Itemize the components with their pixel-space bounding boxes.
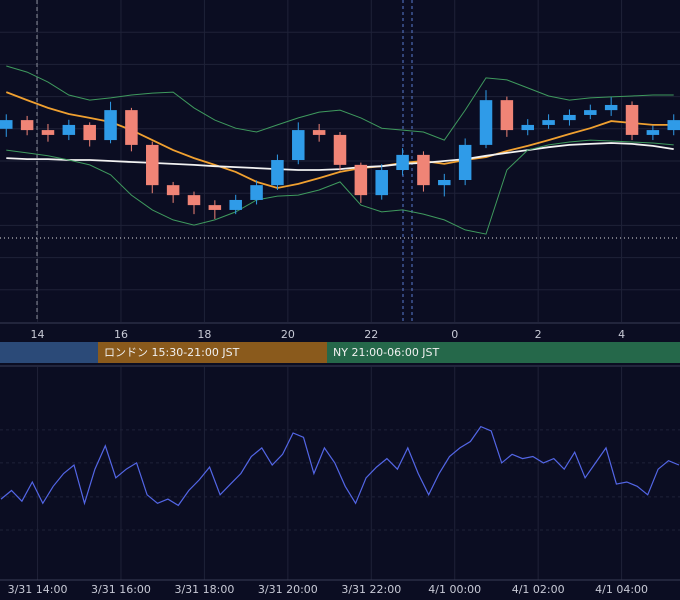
x-tick-label: 3/31 18:00: [174, 583, 234, 596]
x-tick-label: 3/31 20:00: [258, 583, 318, 596]
indicator-line: [0, 425, 680, 507]
candle-body: [625, 104, 639, 135]
x-tick-label: 20: [281, 328, 295, 341]
x-tick-label: 16: [114, 328, 128, 341]
candle-body: [187, 195, 201, 206]
candle-body: [438, 179, 451, 186]
x-tick-label: 4/1 00:00: [428, 583, 481, 596]
candle-body: [0, 120, 13, 129]
session-label: NY 21:00-06:00 JST: [333, 346, 440, 359]
candle-body: [584, 110, 597, 115]
session-label: ロンドン 15:30-21:00 JST: [104, 346, 240, 359]
candle-body: [375, 170, 388, 196]
x-tick-label: 4/1 02:00: [512, 583, 565, 596]
candle-body: [354, 164, 368, 196]
x-tick-label: 2: [535, 328, 542, 341]
x-tick-label: 14: [31, 328, 45, 341]
session-bar: [0, 342, 98, 363]
x-tick-label: 18: [197, 328, 211, 341]
candle-body: [229, 199, 242, 210]
marks: [0, 65, 680, 507]
candle-body: [333, 134, 347, 165]
x-tick-label: 4/1 04:00: [595, 583, 648, 596]
candle-body: [292, 130, 305, 161]
candle-body: [521, 124, 534, 131]
x-tick-label: 3/31 16:00: [91, 583, 151, 596]
candle-body: [667, 120, 680, 131]
candle-body: [62, 124, 76, 135]
indicator-line: [6, 139, 674, 235]
candle-body: [250, 185, 263, 200]
candle-body: [146, 144, 159, 186]
indicator-line: [5, 91, 674, 189]
candle-body: [396, 154, 409, 171]
candle-body: [604, 104, 618, 111]
x-tick-label: 4: [618, 328, 625, 341]
candle-body: [208, 205, 222, 210]
session-bar: [98, 342, 327, 363]
candle-body: [125, 110, 138, 145]
candle-body: [479, 100, 493, 145]
session-bars: ロンドン 15:30-21:00 JST NY 21:00-06:00 JST: [98, 342, 680, 363]
candle-body: [41, 130, 55, 135]
candle-body: [417, 154, 430, 186]
x-tick-label: 22: [364, 328, 378, 341]
candle-body: [83, 124, 96, 141]
candle-body: [104, 110, 117, 141]
candle-body: [271, 160, 284, 186]
candle-body: [312, 130, 326, 135]
candle-body: [20, 120, 34, 131]
candle-body: [646, 130, 660, 135]
candle-body: [500, 100, 514, 131]
candle-body: [166, 185, 180, 196]
session-bar: [327, 342, 680, 363]
x-tick-label: 3/31 22:00: [341, 583, 401, 596]
x-tick-label: 3/31 14:00: [8, 583, 68, 596]
indicator-line: [6, 65, 674, 141]
candle-body: [563, 114, 576, 121]
candle-body: [542, 120, 555, 125]
candle-body: [458, 144, 472, 180]
x-tick-label: 0: [451, 328, 458, 341]
